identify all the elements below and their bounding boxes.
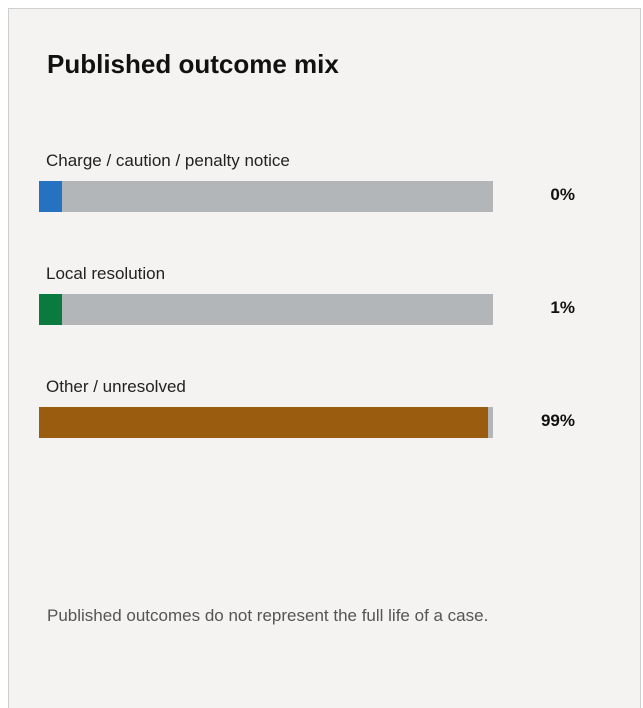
bar-category-label: Other / unresolved	[46, 377, 186, 396]
footnote: Published outcomes do not represent the …	[47, 606, 489, 625]
bar-track	[39, 407, 493, 438]
bar-row: Local resolution 1%	[9, 264, 642, 344]
bar-track	[39, 294, 493, 325]
chart-card: Published outcome mix Charge / caution /…	[8, 8, 641, 708]
bar-fill	[39, 181, 62, 212]
chart-title: Published outcome mix	[47, 49, 339, 79]
bar-track	[39, 181, 493, 212]
bar-category-label: Local resolution	[46, 264, 166, 283]
bar-value-label: 99%	[540, 411, 575, 430]
bar-value-label: 0%	[550, 185, 575, 204]
bar-category-label: Charge / caution / penalty notice	[46, 151, 290, 170]
bar-row: Charge / caution / penalty notice 0%	[9, 151, 642, 231]
bar-fill	[39, 294, 62, 325]
bar-value-label: 1%	[550, 298, 575, 317]
bar-fill	[39, 407, 489, 438]
bar-row: Other / unresolved 99%	[9, 377, 642, 457]
